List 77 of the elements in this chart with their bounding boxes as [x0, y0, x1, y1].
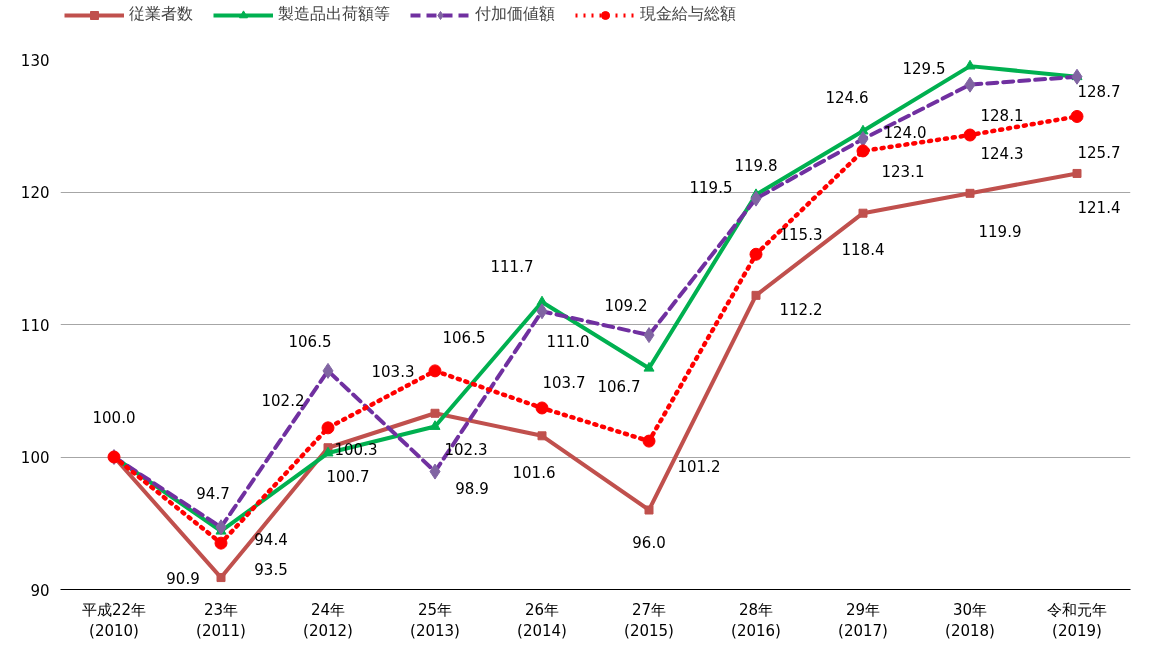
x-tick-label: 29年 (2017)	[838, 600, 888, 641]
data-label: 124.3	[980, 145, 1024, 164]
data-label: 112.2	[779, 301, 823, 320]
point	[536, 295, 548, 306]
point	[858, 208, 868, 218]
point	[644, 505, 654, 515]
data-label: 125.7	[1077, 144, 1121, 163]
data-label: 128.1	[980, 106, 1024, 125]
point	[430, 408, 440, 418]
point	[749, 247, 763, 261]
data-label: 102.3	[444, 440, 488, 459]
data-label: 119.5	[689, 178, 733, 197]
data-label: 111.0	[546, 333, 590, 352]
data-label: 96.0	[632, 534, 666, 552]
data-label: 102.2	[261, 391, 305, 410]
data-label: 129.5	[902, 60, 946, 79]
point	[214, 536, 228, 550]
x-tick-label: 23年 (2011)	[196, 600, 246, 641]
data-label: 101.2	[677, 458, 721, 477]
x-tick-label: 平成22年 (2010)	[81, 600, 147, 641]
data-label: 106.5	[442, 328, 486, 347]
point	[751, 290, 761, 300]
data-label: 106.5	[288, 332, 332, 351]
data-label: 118.4	[841, 241, 885, 260]
x-tick-label: 24年 (2012)	[303, 600, 353, 641]
data-label: 109.2	[604, 297, 648, 316]
data-label: 119.8	[734, 156, 778, 175]
data-label: 90.9	[166, 569, 200, 588]
y-tick-label: 110	[20, 316, 50, 335]
data-label: 93.5	[254, 561, 288, 580]
y-tick-label: 100	[20, 449, 50, 467]
point	[964, 59, 976, 70]
point	[856, 144, 870, 158]
data-label: 121.4	[1077, 199, 1121, 218]
point	[429, 420, 441, 430]
x-tick-label: 25年 (2013)	[410, 600, 460, 641]
point	[965, 188, 975, 198]
data-label: 115.3	[779, 226, 823, 245]
point	[322, 446, 334, 457]
point	[537, 431, 547, 441]
legend-label: 製造品出荷額等	[278, 4, 390, 25]
legend-label: 従業者数	[129, 4, 193, 25]
point	[1072, 168, 1082, 178]
point	[216, 573, 226, 583]
data-label: 123.1	[881, 162, 925, 181]
data-label: 124.6	[825, 89, 869, 108]
legend-label: 付加価値額	[475, 4, 555, 25]
point	[535, 401, 549, 415]
data-label: 98.9	[455, 479, 489, 498]
legend-label: 現金給与総額	[640, 4, 736, 25]
data-label: 100.3	[334, 441, 378, 460]
y-tick-label: 120	[20, 184, 50, 202]
y-tick-label: 130	[20, 51, 50, 70]
data-label: 128.7	[1077, 82, 1121, 101]
point	[963, 128, 977, 142]
x-tick-label: 26年 (2014)	[517, 600, 567, 641]
x-tick-label: 28年 (2016)	[731, 600, 781, 641]
point	[643, 361, 655, 372]
x-tick-label: 30年 (2018)	[945, 600, 995, 641]
data-label: 94.4	[254, 531, 288, 550]
x-tick-label: 令和元年 (2019)	[1047, 600, 1107, 641]
data-label: 100.0	[92, 409, 136, 427]
point	[1070, 109, 1084, 123]
data-label: 106.7	[597, 378, 641, 397]
point	[428, 364, 442, 378]
point	[321, 421, 335, 435]
x-tick-label: 27年 (2015)	[624, 600, 674, 641]
point	[642, 434, 656, 448]
data-label: 103.3	[371, 363, 415, 382]
data-label: 124.0	[883, 124, 927, 142]
data-label: 111.7	[490, 257, 534, 276]
y-tick-label: 90	[30, 581, 50, 600]
data-label: 103.7	[542, 373, 586, 392]
data-label: 101.6	[512, 463, 556, 482]
data-label: 94.7	[196, 485, 230, 504]
data-label: 100.7	[326, 467, 370, 486]
data-label: 119.9	[978, 223, 1022, 242]
